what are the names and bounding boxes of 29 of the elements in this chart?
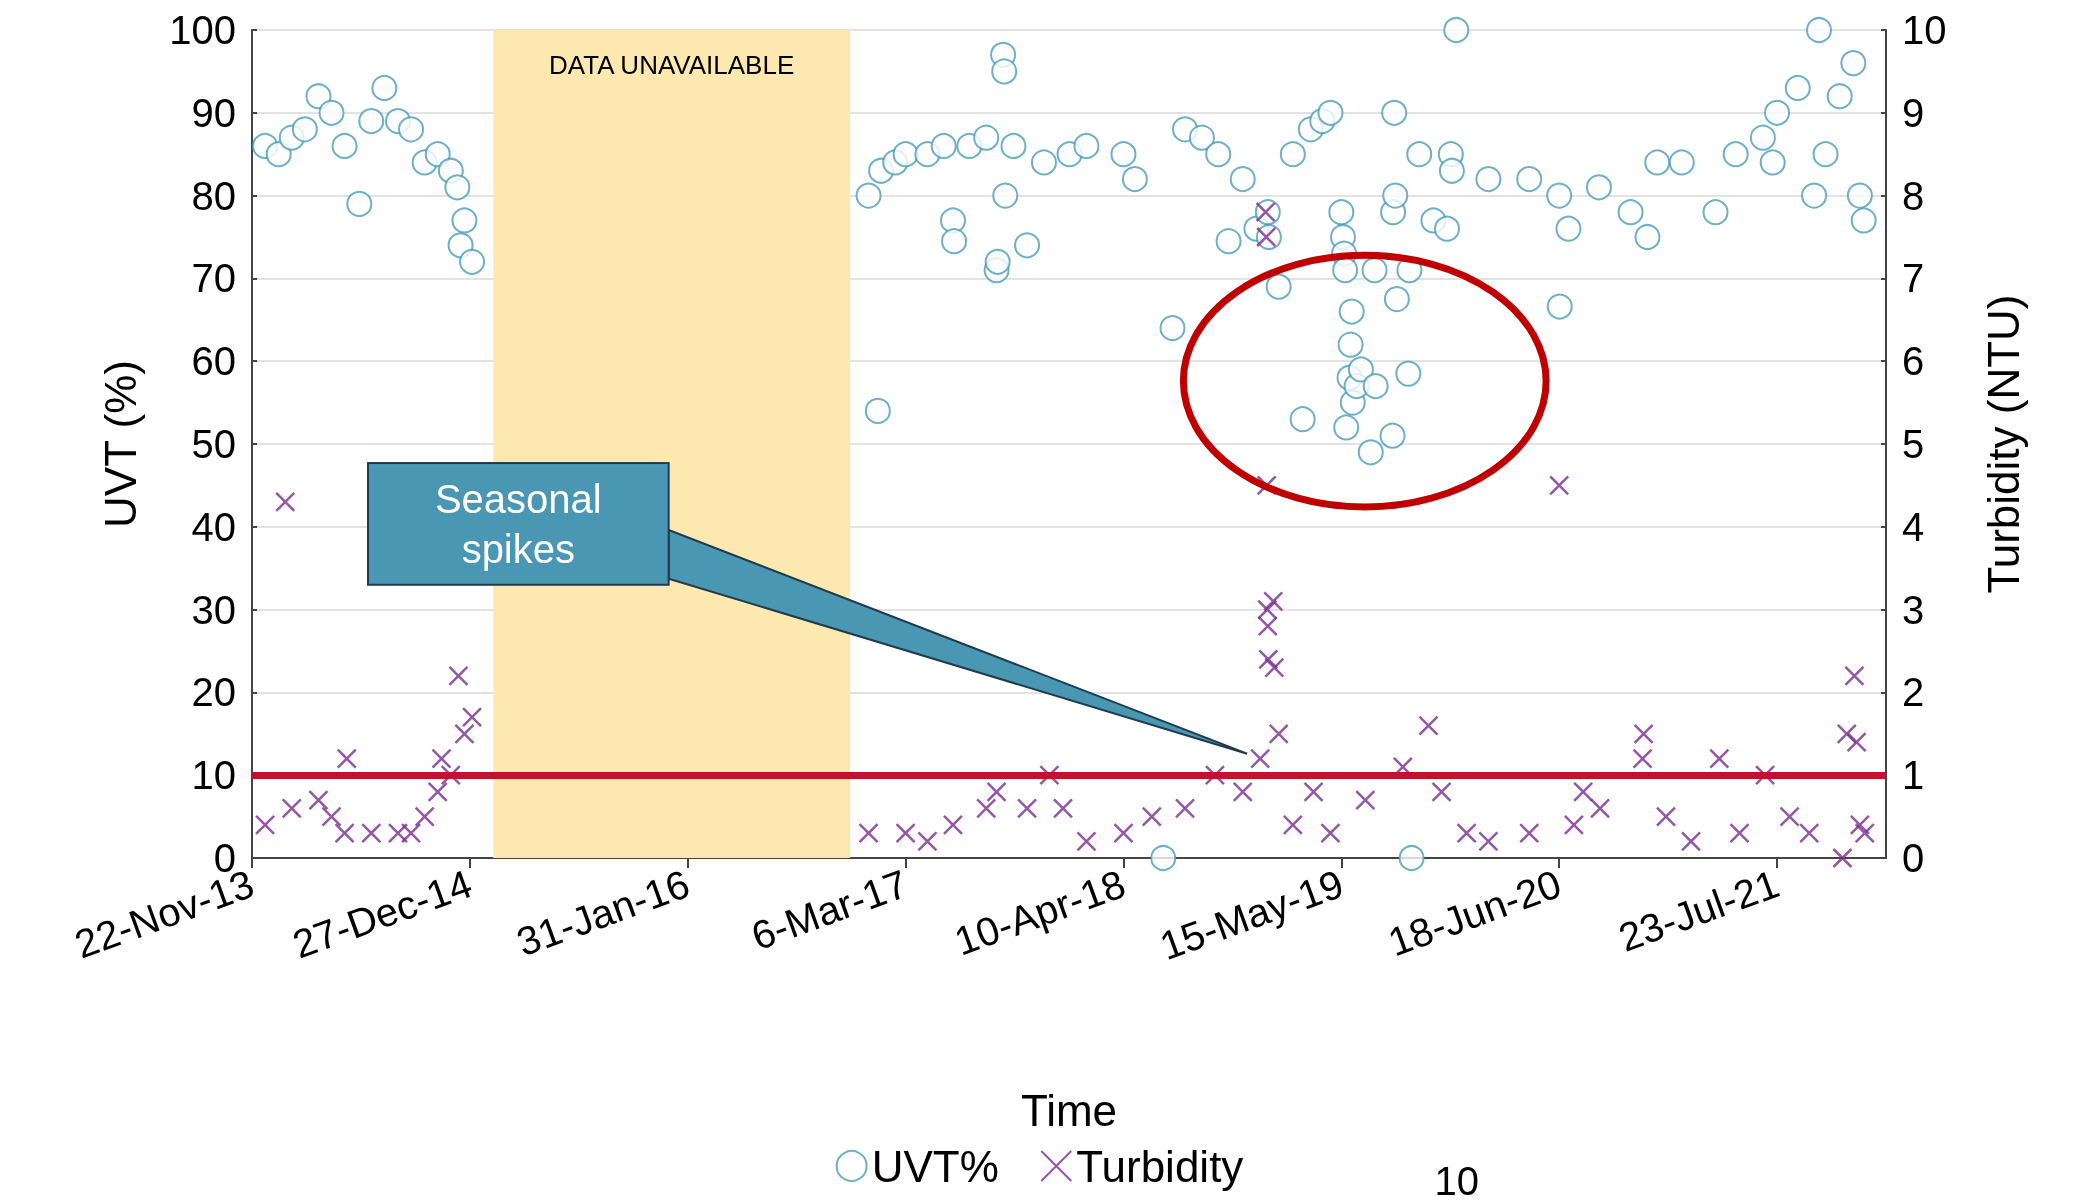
y2-tick-label: 5 <box>1902 422 1925 466</box>
y2-tick-label: 6 <box>1902 339 1925 384</box>
y-tick-label: 30 <box>191 587 236 632</box>
annotation: Seasonal spikes <box>433 475 603 573</box>
y2-tick-label: 3 <box>1902 587 1925 632</box>
y-tick-label: 100 <box>169 8 236 52</box>
y2-tick-label: 7 <box>1902 256 1925 301</box>
y-tick-label: 90 <box>191 90 236 135</box>
y-tick-label: 50 <box>191 422 236 466</box>
y-tick-label: 10 <box>191 753 236 798</box>
y2-axis-title: Turbidity (NTU) <box>1978 294 2028 594</box>
y-tick-label: 40 <box>191 504 236 549</box>
legend-label: Turbidity <box>1076 1141 1244 1191</box>
y-tick-label: 70 <box>191 256 236 301</box>
y2-tick-label: 0 <box>1902 836 1925 880</box>
y2-tick-label: 4 <box>1902 504 1925 549</box>
y-tick-label: 20 <box>191 670 236 715</box>
y2-tick-label: 2 <box>1902 670 1925 715</box>
y2-tick-label: 9 <box>1902 90 1925 135</box>
y2-tick-label: 8 <box>1902 173 1925 218</box>
y-tick-label: 80 <box>191 173 236 218</box>
y-tick-label: 60 <box>191 339 236 384</box>
y2-tick-label: 10 <box>1902 8 1947 52</box>
text: 10 <box>1434 1159 1480 1201</box>
legend-label: UVT% <box>871 1141 999 1191</box>
y2-tick-label: 1 <box>1902 753 1925 798</box>
y-axis-title: UVT (%) <box>95 360 145 528</box>
band-label: DATA UNAVAILABLE <box>549 50 795 80</box>
x-axis-title: Time <box>1020 1085 1118 1135</box>
